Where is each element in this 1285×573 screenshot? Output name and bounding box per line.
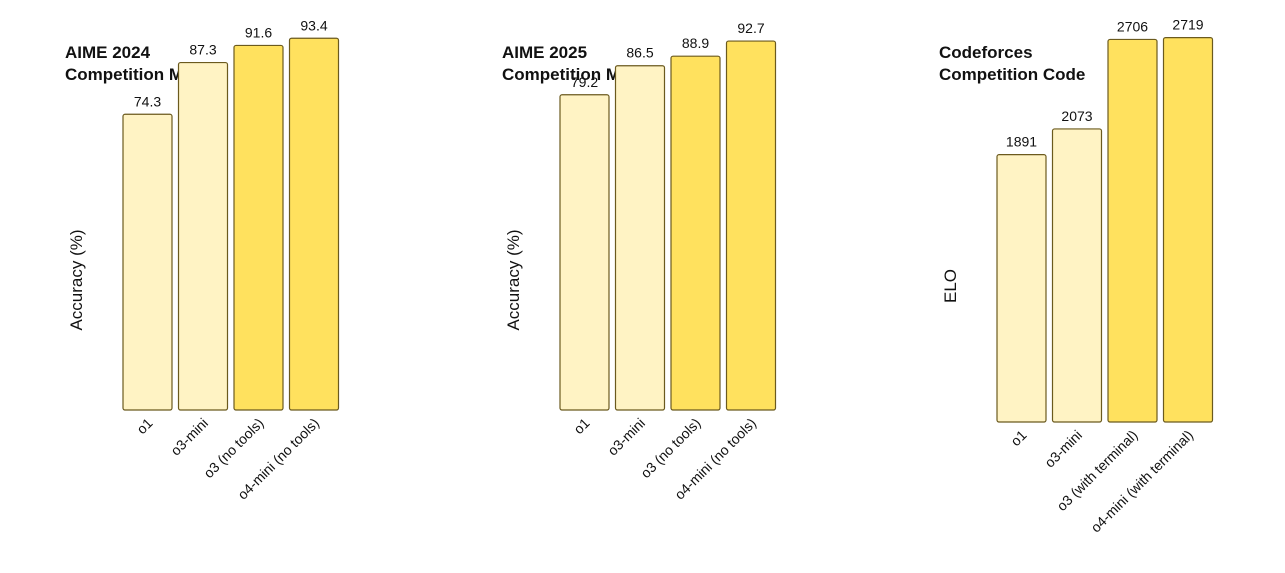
data-label: 2719 — [1172, 17, 1203, 33]
bar-o3-no-tools — [670, 55, 721, 411]
bar-o1 — [122, 113, 173, 411]
chart-title-line1: Codeforces — [939, 43, 1033, 62]
data-label: 2073 — [1061, 108, 1092, 124]
chart-title-line1: AIME 2024 — [65, 43, 151, 62]
bar-o4-mini-no-tools — [725, 40, 777, 411]
data-label: 74.3 — [134, 93, 161, 109]
x-tick-label: o3-mini — [1041, 427, 1085, 471]
data-label: 2706 — [1117, 18, 1148, 34]
bar-o3-mini — [1051, 128, 1103, 423]
x-tick-label: o4-mini (with terminal) — [1087, 427, 1196, 536]
x-tick-label: o1 — [1007, 427, 1029, 449]
data-label: 79.2 — [571, 74, 598, 90]
data-label: 91.6 — [245, 24, 272, 40]
y-axis-label: Accuracy (%) — [67, 229, 86, 330]
chart-title: AIME 2025 Competition Math — [502, 42, 646, 86]
bar-o1 — [559, 94, 610, 411]
x-tick-label: o3-mini — [604, 415, 648, 459]
bar-o3-with-terminal — [1107, 38, 1158, 423]
data-label: 1891 — [1006, 134, 1037, 150]
x-tick-label: o1 — [133, 415, 155, 437]
bar-o3-mini — [177, 61, 229, 411]
chart-subtitle: Competition Math — [502, 65, 646, 84]
data-label: 93.4 — [300, 17, 327, 33]
bar-o3-no-tools — [233, 44, 284, 411]
x-tick-label: o3-mini — [167, 415, 211, 459]
y-axis-label: ELO — [941, 269, 960, 303]
chart-title: Codeforces Competition Code — [939, 42, 1085, 86]
chart-panel-aime-2025: AIME 2025 Competition Math Accuracy (%) 7… — [437, 0, 857, 573]
data-label: 86.5 — [626, 45, 653, 61]
chart-subtitle: Competition Math — [65, 65, 209, 84]
data-label: 87.3 — [189, 42, 216, 58]
y-axis-label: Accuracy (%) — [504, 229, 523, 330]
bar-o4-mini-with-terminal — [1162, 36, 1214, 423]
x-tick-label: o1 — [570, 415, 592, 437]
bar-o1 — [996, 154, 1047, 423]
chart-subtitle: Competition Code — [939, 65, 1086, 84]
data-label: 92.7 — [737, 20, 764, 36]
chart-panel-codeforces: Codeforces Competition Code ELO 1891 o1 207… — [874, 0, 1285, 573]
chart-title-line1: AIME 2025 — [502, 43, 588, 62]
chart-title: AIME 2024 Competition Math — [65, 42, 209, 86]
bar-o4-mini-no-tools — [288, 37, 340, 411]
chart-panel-aime-2024: AIME 2024 Competition Math Accuracy (%) 7… — [0, 0, 420, 573]
data-label: 88.9 — [682, 35, 709, 51]
bar-o3-mini — [614, 65, 666, 411]
